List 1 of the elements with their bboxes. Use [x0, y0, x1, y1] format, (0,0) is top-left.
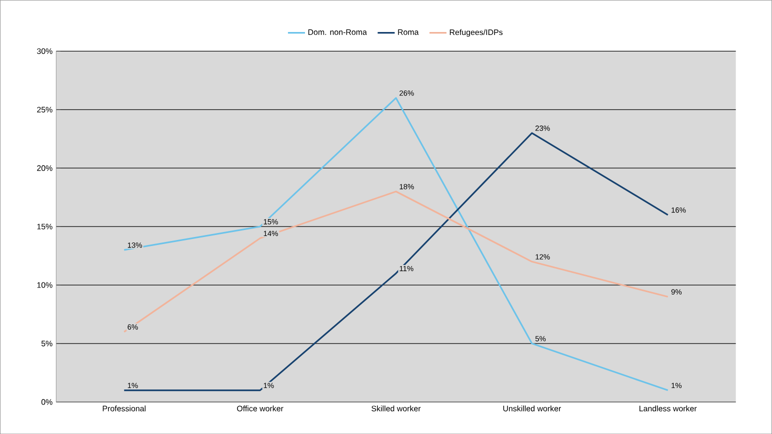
line-series — [123, 190, 669, 333]
